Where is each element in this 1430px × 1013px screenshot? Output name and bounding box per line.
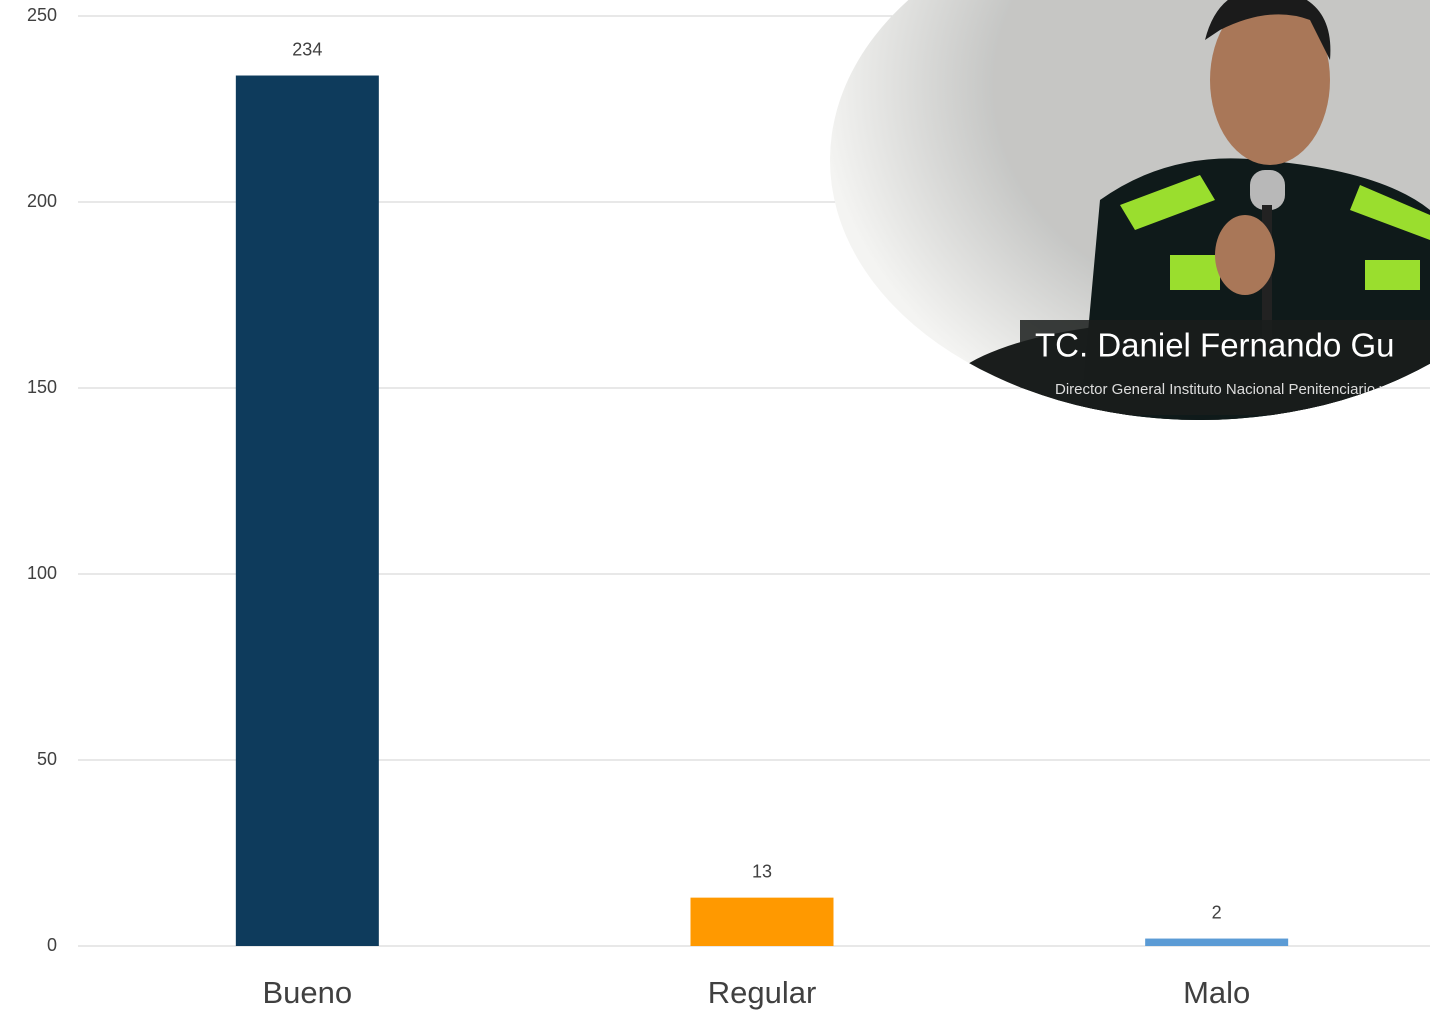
bar [235,75,379,946]
value-label: 2 [1212,902,1222,922]
bar [690,897,834,946]
y-tick-label: 150 [27,377,57,397]
value-label: 234 [292,39,322,59]
bar [1145,938,1289,946]
x-tick-label: Malo [1183,975,1250,1010]
y-tick-label: 200 [27,191,57,211]
y-tick-label: 50 [37,749,57,769]
y-tick-label: 250 [27,5,57,25]
y-tick-label: 100 [27,563,57,583]
overlay-subtitle: Director General Instituto Nacional Peni… [1055,381,1387,398]
x-tick-label: Bueno [263,975,353,1010]
x-tick-label: Regular [708,975,817,1010]
y-tick-label: 0 [47,935,57,955]
overlay-name: TC. Daniel Fernando Gu [1035,327,1395,364]
speaker-photo: TC. Daniel Fernando Gu Director General … [830,0,1430,420]
value-label: 13 [752,861,772,881]
